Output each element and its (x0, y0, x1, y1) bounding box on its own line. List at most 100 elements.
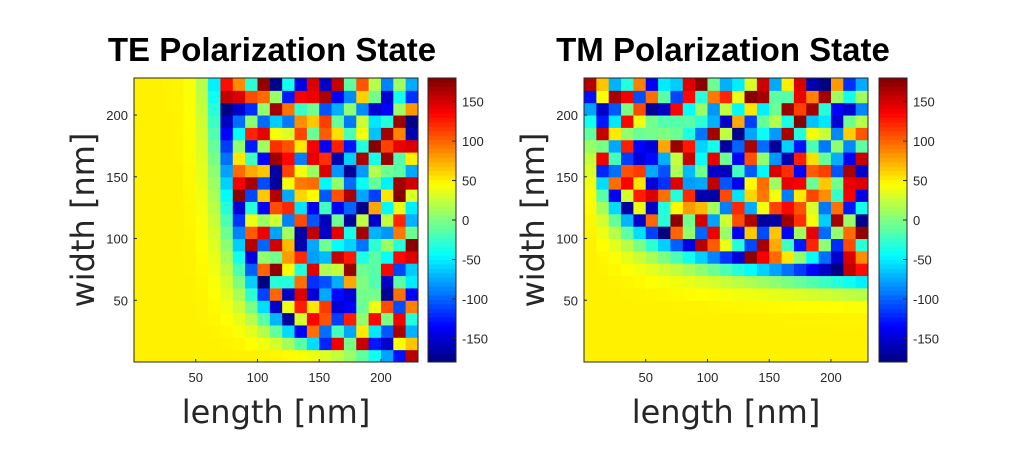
heatmap-cell (645, 90, 659, 104)
heatmap-cell (695, 176, 708, 190)
colorbar-segment (879, 126, 907, 132)
heatmap-cell (393, 226, 407, 240)
heatmap-cell (380, 127, 394, 141)
heatmap-cell (282, 90, 296, 104)
colorbar-segment (879, 197, 907, 203)
colorbar-tick-label: -150 (462, 331, 488, 346)
heatmap-cell (621, 324, 634, 338)
heatmap-cell (195, 263, 209, 277)
heatmap-cell (405, 287, 419, 301)
heatmap-cell (232, 127, 246, 141)
colorbar-segment (428, 308, 456, 314)
heatmap-cell (380, 102, 394, 116)
heatmap-cell (208, 337, 221, 351)
heatmap-cell (695, 250, 708, 264)
heatmap-cell (319, 176, 333, 190)
y-tick-label: 150 (106, 170, 128, 185)
heatmap-cell (830, 102, 844, 116)
colorbar-segment (428, 144, 456, 150)
heatmap-cell (596, 78, 610, 91)
heatmap-cell (294, 189, 308, 202)
heatmap-cell (744, 213, 758, 227)
heatmap-cell (855, 152, 869, 165)
heatmap-cell (220, 78, 234, 91)
heatmap-cell (744, 176, 758, 190)
heatmap-cell (621, 164, 634, 178)
heatmap-cell (245, 238, 258, 252)
heatmap-cell (208, 139, 221, 153)
tm-chart: TM Polarization State 50 100 150 200 501001… (514, 31, 939, 431)
heatmap-cell (682, 213, 696, 227)
heatmap-cell (843, 139, 857, 153)
heatmap-cell (183, 115, 197, 128)
heatmap-cell (830, 176, 844, 190)
heatmap-cell (183, 78, 197, 91)
heatmap-cell (146, 238, 160, 252)
heatmap-cell (380, 324, 394, 338)
colorbar-segment (428, 304, 456, 310)
x-tick-label: 200 (370, 370, 392, 385)
heatmap-cell (744, 102, 758, 116)
colorbar-segment (879, 242, 907, 248)
heatmap-cell (158, 176, 172, 190)
heatmap-cell (756, 349, 770, 363)
heatmap-cell (584, 275, 597, 289)
heatmap-cell (356, 287, 370, 301)
heatmap-cell (732, 250, 746, 264)
heatmap-cell (220, 152, 234, 165)
heatmap-cell (633, 164, 647, 178)
heatmap-cell (707, 250, 721, 264)
heatmap-cell (645, 78, 659, 91)
heatmap-cell (793, 90, 807, 104)
heatmap-cell (171, 300, 184, 314)
heatmap-cell (719, 263, 733, 277)
heatmap-cell (732, 127, 746, 141)
heatmap-cell (393, 238, 407, 252)
heatmap-cell (806, 78, 820, 91)
heatmap-cell (584, 102, 597, 116)
heatmap-cell (855, 213, 869, 227)
heatmap-cell (855, 115, 869, 128)
heatmap-cell (608, 189, 622, 202)
heatmap-cell (331, 287, 345, 301)
heatmap-cell (682, 189, 696, 202)
colorbar-tick-label: 50 (462, 174, 476, 189)
heatmap-cell (331, 275, 345, 289)
heatmap-cell (319, 238, 333, 252)
heatmap-cell (232, 337, 246, 351)
heatmap-cell (331, 300, 345, 314)
heatmap-cell (695, 324, 708, 338)
heatmap-cell (584, 263, 597, 277)
heatmap-cell (257, 312, 271, 326)
heatmap-cell (380, 78, 394, 91)
heatmap-cell (257, 164, 271, 178)
heatmap-cell (818, 337, 832, 351)
heatmap-cell (220, 102, 234, 116)
heatmap-cell (306, 250, 320, 264)
heatmap-cell (793, 263, 807, 277)
heatmap-cell (756, 189, 770, 202)
colorbar-segment (879, 228, 907, 234)
heatmap-cell (621, 349, 634, 363)
heatmap-cell (282, 287, 296, 301)
te-y-ticks: 50 100 150 200 (106, 108, 137, 308)
heatmap-cell (171, 90, 184, 104)
colorbar-segment (428, 122, 456, 128)
heatmap-cell (393, 287, 407, 301)
heatmap-cell (195, 127, 209, 141)
colorbar-segment (879, 78, 907, 83)
heatmap-cell (596, 263, 610, 277)
heatmap-cell (658, 90, 671, 104)
heatmap-cell (195, 324, 209, 338)
heatmap-cell (380, 250, 394, 264)
heatmap-cell (719, 90, 733, 104)
heatmap-cell (245, 127, 258, 141)
heatmap-cell (855, 226, 869, 240)
heatmap-cell (621, 300, 634, 314)
heatmap-cell (232, 263, 246, 277)
heatmap-cell (682, 102, 696, 116)
heatmap-cell (682, 287, 696, 301)
heatmap-cell (282, 349, 296, 363)
colorbar-segment (428, 100, 456, 106)
heatmap-cell (183, 337, 197, 351)
